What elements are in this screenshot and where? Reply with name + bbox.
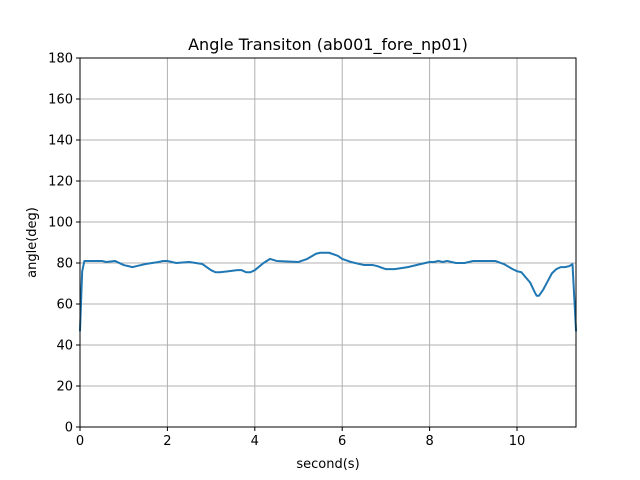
- grid: [79, 57, 576, 428]
- x-tick-label: 6: [338, 434, 346, 449]
- y-tick-label: 100: [48, 216, 73, 231]
- y-tick-label: 60: [56, 298, 73, 313]
- y-tick-label: 20: [56, 380, 73, 395]
- y-tick-label: 180: [48, 52, 73, 67]
- series-line: [79, 251, 577, 332]
- x-tick-label: 10: [509, 434, 526, 449]
- x-tick-label: 4: [251, 434, 259, 449]
- x-axis-label: second(s): [296, 457, 359, 472]
- x-tick-label: 2: [163, 434, 171, 449]
- y-tick-label: 120: [48, 175, 73, 190]
- x-tick-label: 8: [425, 434, 433, 449]
- series-layer: [79, 251, 577, 332]
- axes-frame: [79, 57, 577, 428]
- y-tick-label: 140: [48, 134, 73, 149]
- y-axis-label: angle(deg): [25, 207, 40, 278]
- x-tick-label: 0: [76, 434, 84, 449]
- chart-title: Angle Transiton (ab001_fore_np01): [188, 35, 468, 55]
- y-tick-label: 40: [56, 339, 73, 354]
- y-tick-label: 0: [65, 421, 73, 436]
- y-tick-label: 80: [56, 257, 73, 272]
- y-tick-label: 160: [48, 93, 73, 108]
